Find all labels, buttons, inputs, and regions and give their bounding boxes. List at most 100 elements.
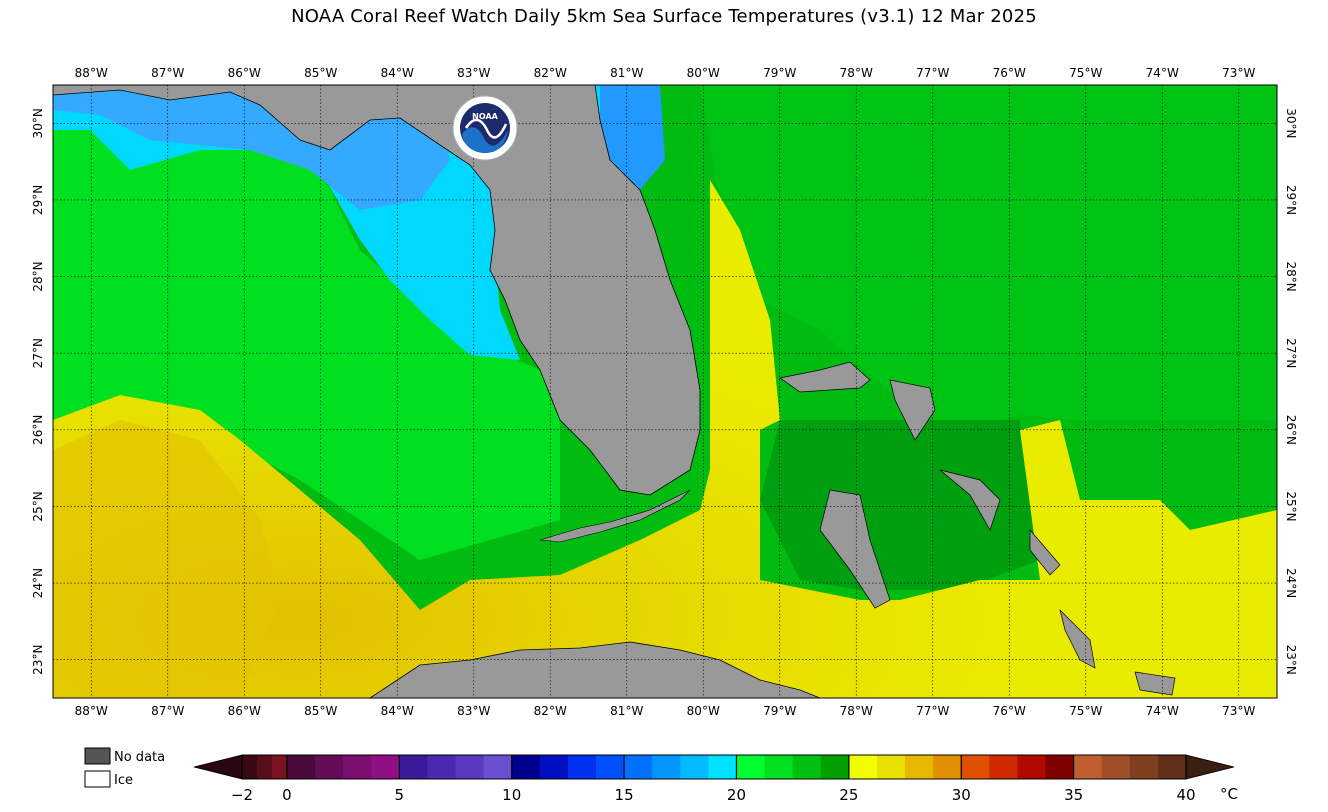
longitude-labels-bottom: 88°W 87°W 86°W 85°W 84°W 83°W 82°W 81°W 80°W 79°W… (75, 704, 1256, 718)
lon-label-bottom: 74°W (1146, 704, 1179, 718)
colorbar-segment (343, 755, 372, 779)
lon-label-bottom: 84°W (381, 704, 414, 718)
abaco-land (889, 379, 936, 441)
noaa-logo: NOAA (452, 95, 518, 161)
colorbar-segment (427, 755, 457, 779)
colorbar-segment (624, 755, 653, 779)
longitude-labels-top: 88°W 87°W 86°W 85°W 84°W 83°W 82°W 81°W 80°W 79°W… (75, 66, 1256, 80)
lon-label-top: 87°W (151, 66, 184, 80)
colorbar-segment (242, 755, 258, 779)
lon-label-bottom: 88°W (75, 704, 108, 718)
colorbar-segment (933, 755, 962, 779)
colorbar-segment (652, 755, 681, 779)
colorbar-tick-label: 5 (395, 786, 405, 804)
lat-label-left: 23°N (31, 645, 45, 675)
grand-bahama-land (779, 361, 871, 393)
lon-label-top: 76°W (993, 66, 1026, 80)
lat-label-left: 28°N (31, 261, 45, 291)
lon-label-top: 77°W (916, 66, 949, 80)
lat-label-left: 26°N (31, 415, 45, 445)
colorbar-frame (241, 754, 1187, 780)
colorbar-segment (848, 755, 878, 779)
colorbar-segment (708, 755, 737, 779)
lon-label-bottom: 76°W (993, 704, 1026, 718)
gulf-bright-green (53, 120, 560, 560)
colorbar-segment (596, 755, 625, 779)
lon-label-top: 73°W (1222, 66, 1255, 80)
colorbar-tick-label: −2 (231, 786, 253, 804)
andros-land (819, 489, 891, 609)
colorbar-segment (680, 755, 709, 779)
colorbar-segment (1129, 755, 1159, 779)
lon-label-top: 78°W (840, 66, 873, 80)
colorbar-segment (1101, 755, 1131, 779)
ice-swatch (84, 770, 111, 788)
ice-label: Ice (114, 773, 133, 788)
lon-label-bottom: 81°W (610, 704, 643, 718)
eleuthera-land (939, 469, 1001, 531)
lon-label-bottom: 82°W (534, 704, 567, 718)
colorbar-segment (905, 755, 934, 779)
map-title: NOAA Coral Reef Watch Daily 5km Sea Surf… (291, 6, 1037, 27)
lon-label-top: 82°W (534, 66, 567, 80)
colorbar-segment (736, 755, 766, 779)
lon-label-top: 80°W (687, 66, 720, 80)
lon-label-bottom: 85°W (304, 704, 337, 718)
lon-label-top: 75°W (1069, 66, 1102, 80)
atlantic-green (700, 85, 1277, 430)
temperature-colorbar (193, 754, 1235, 780)
lon-label-bottom: 77°W (916, 704, 949, 718)
bahamas-dark-green (760, 420, 1040, 590)
colorbar-tick-labels: −2 0 5 10 15 20 25 30 35 40 (231, 786, 1196, 804)
lon-label-bottom: 79°W (763, 704, 796, 718)
florida-land (53, 85, 701, 496)
cat-island-land (1029, 529, 1061, 576)
lat-label-left: 27°N (31, 338, 45, 368)
colorbar-segment (764, 755, 794, 779)
colorbar-tick-label: 20 (727, 786, 746, 804)
no-data-legend: No data (84, 747, 165, 765)
colorbar-unit: °C (1220, 785, 1238, 803)
lon-label-bottom: 87°W (151, 704, 184, 718)
colorbar-extend-high (1185, 754, 1235, 780)
colorbar-segment (455, 755, 485, 779)
florida-keys-land (539, 489, 691, 543)
lon-label-bottom: 83°W (457, 704, 490, 718)
lat-label-left: 24°N (31, 568, 45, 598)
latitude-labels-right: 30°N 29°N 28°N 27°N 26°N 25°N 24°N 23°N (1284, 108, 1298, 675)
lat-label-right: 25°N (1284, 491, 1298, 521)
lon-label-top: 88°W (75, 66, 108, 80)
lon-label-top: 79°W (763, 66, 796, 80)
lon-label-bottom: 73°W (1222, 704, 1255, 718)
colorbar-segment (792, 755, 822, 779)
colorbar-segment (539, 755, 569, 779)
colorbar-segment (567, 755, 597, 779)
colorbar-segment (876, 755, 906, 779)
latitude-labels-left: 30°N 29°N 28°N 27°N 26°N 25°N 24°N 23°N (31, 108, 45, 675)
warm-loop-yellow (53, 180, 1277, 698)
long-island-land (1059, 608, 1096, 669)
lon-label-top: 85°W (304, 66, 337, 80)
colorbar-segment (256, 755, 273, 779)
lat-label-right: 28°N (1284, 261, 1298, 291)
gulf-warm-core (53, 420, 280, 698)
colorbar-segment (286, 755, 316, 779)
map-frame (52, 84, 1278, 699)
lon-label-bottom: 86°W (228, 704, 261, 718)
colorbar-tick-label: 15 (615, 786, 634, 804)
lat-label-left: 29°N (31, 185, 45, 215)
colorbar-segment (1073, 755, 1103, 779)
lon-label-top: 86°W (228, 66, 261, 80)
colorbar-tick-label: 35 (1064, 786, 1083, 804)
lat-label-right: 29°N (1284, 185, 1298, 215)
ice-legend: Ice (84, 770, 133, 788)
lon-label-top: 83°W (457, 66, 490, 80)
inagua-land (1134, 671, 1176, 696)
colorbar-segment (271, 755, 288, 779)
colorbar-segment (1157, 755, 1187, 779)
colorbar-segment (371, 755, 400, 779)
no-data-label: No data (114, 750, 165, 765)
colorbar-segment (961, 755, 990, 779)
sst-map (53, 85, 1277, 698)
